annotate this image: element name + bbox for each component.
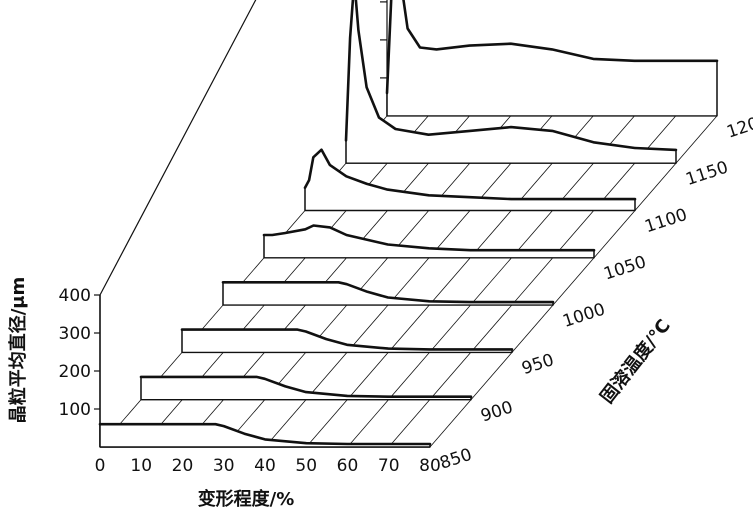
back-edge-line: [99, 0, 257, 296]
series-900-line: [139, 375, 473, 398]
x-tick-label: 70: [378, 456, 400, 476]
x-tick-label: 30: [213, 456, 235, 476]
z-tick-label: 850: [437, 445, 474, 474]
series-1050-fill: [263, 224, 595, 259]
x-tick-label: 80: [419, 456, 441, 476]
depth-grid-line: [305, 115, 594, 448]
x-tick-label: 0: [95, 456, 106, 476]
series-950-line: [180, 328, 514, 351]
curves: [98, 0, 719, 448]
series-1150-line: [344, 0, 678, 152]
depth-grid-line: [388, 115, 677, 448]
series-1000-line: [221, 281, 555, 304]
y-tick-label: 400: [59, 286, 91, 306]
series-1200-fill: [386, 0, 718, 117]
z-tick-label: 1100: [642, 205, 689, 237]
z-tick-label: 1000: [560, 299, 607, 331]
x-tick-label: 40: [254, 456, 276, 476]
series-1200-line: [385, 0, 719, 95]
depth-grid-line: [347, 115, 635, 448]
series-1100-line: [303, 148, 637, 201]
z-tick-label: 900: [478, 397, 515, 426]
zlabel: 固溶温度/℃: [596, 315, 675, 408]
xlabel: 变形程度/%: [198, 488, 295, 507]
series-850-line: [98, 422, 432, 446]
ylabel: 晶粒平均直径/μm: [7, 277, 29, 424]
y-tick-label: 100: [59, 400, 91, 420]
series-1050-line: [262, 224, 596, 252]
depth-grid-line: [429, 115, 718, 448]
z-tick-label: 950: [519, 350, 556, 379]
y-tick-label: 200: [59, 362, 91, 382]
x-tick-label: 60: [337, 456, 359, 476]
x-tick-label: 50: [295, 456, 317, 476]
z-tick-label: 1150: [683, 158, 730, 190]
x-tick-label: 20: [172, 456, 194, 476]
x-tick-label: 10: [130, 456, 152, 476]
y-tick-label: 300: [59, 324, 91, 344]
z-tick-label: 1050: [601, 252, 648, 284]
z-tick-label: 1200: [724, 110, 753, 142]
